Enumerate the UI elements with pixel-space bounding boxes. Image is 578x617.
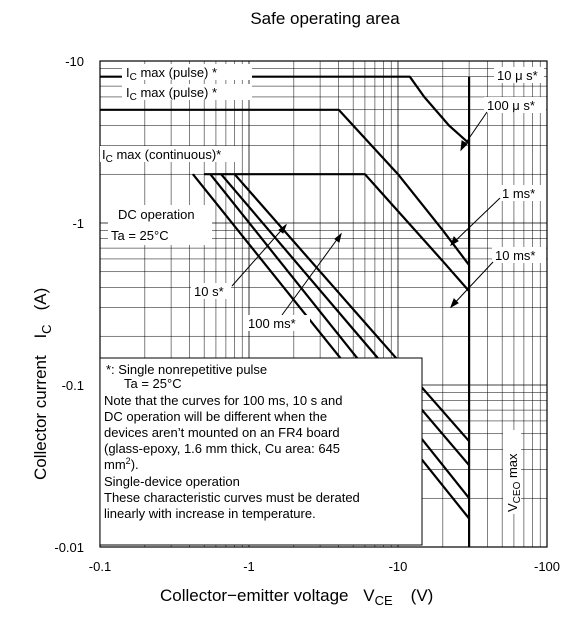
note-line-10: linearly with increase in temperature. bbox=[104, 506, 316, 521]
note-line-8: Single-device operation bbox=[104, 474, 240, 489]
note-line-3: Note that the curves for 100 ms, 10 s an… bbox=[104, 393, 342, 408]
svg-text:DC operation: DC operation bbox=[118, 207, 195, 222]
curve-100-ms bbox=[220, 173, 470, 466]
label-vceo-max: VCEO max bbox=[503, 430, 523, 514]
label-100us: 100 μ s* bbox=[484, 97, 546, 113]
label-100ms: 100 ms* bbox=[244, 315, 310, 331]
arrow-10ms-head bbox=[450, 298, 459, 309]
x-tick-label: -0.1 bbox=[89, 559, 111, 574]
x-tick-label: -100 bbox=[534, 559, 560, 574]
arrow-100ms bbox=[281, 233, 342, 316]
note-line-5: devices aren’t mounted on an FR4 board bbox=[104, 425, 340, 440]
svg-text:10 ms*: 10 ms* bbox=[495, 248, 535, 263]
curve-10-s bbox=[209, 173, 470, 499]
svg-text:100 ms*: 100 ms* bbox=[248, 316, 296, 331]
label-ic-continuous: IC max (continuous)* bbox=[100, 146, 238, 165]
y-tick-label: -0.1 bbox=[62, 378, 84, 393]
note-line-1: *: Single nonrepetitive pulse bbox=[106, 362, 267, 377]
label-dc-operation: DC operation Ta = 25°C bbox=[108, 205, 212, 245]
note-line-9: These characteristic curves must be dera… bbox=[104, 490, 360, 505]
x-axis-subscript: CE bbox=[375, 593, 393, 608]
svg-text:IC max (continuous)*: IC max (continuous)* bbox=[102, 147, 221, 165]
y-axis-subscript: C bbox=[39, 324, 54, 333]
curve-1-ms bbox=[204, 173, 470, 292]
x-tick-label: -1 bbox=[243, 559, 255, 574]
svg-text:IC max (pulse) *: IC max (pulse) * bbox=[126, 65, 217, 83]
arrow-10s-head bbox=[278, 223, 288, 234]
x-axis-symbol: V bbox=[363, 586, 375, 605]
y-tick-label: -1 bbox=[72, 216, 84, 231]
x-axis-unit: (V) bbox=[411, 586, 434, 605]
arrow-10ms bbox=[450, 261, 494, 308]
plot-frame bbox=[99, 60, 548, 548]
label-arrows bbox=[231, 111, 501, 316]
svg-text:Ta = 25°C: Ta = 25°C bbox=[111, 228, 169, 243]
arrow-100us-head bbox=[460, 140, 468, 152]
note-line-2: Ta = 25°C bbox=[124, 376, 182, 391]
label-1ms: 1 ms* bbox=[499, 185, 545, 201]
curve-10-s bbox=[100, 75, 470, 145]
svg-text:1 ms*: 1 ms* bbox=[502, 186, 535, 201]
x-tick-label: -10 bbox=[389, 559, 408, 574]
svg-text:VCEO max: VCEO max bbox=[505, 453, 523, 512]
y-tick-label: -0.01 bbox=[54, 540, 84, 555]
arrow-1ms-head bbox=[450, 236, 459, 247]
svg-text:10 s*: 10 s* bbox=[194, 284, 224, 299]
y-tick-label: -10 bbox=[65, 54, 84, 69]
note-line-7: mm2). bbox=[104, 456, 139, 472]
x-axis-main: Collector−emitter voltage bbox=[160, 586, 349, 605]
label-ic-pulse-2: IC max (pulse) * bbox=[122, 84, 252, 103]
x-tick-labels: -0.1 -1 -10 -100 bbox=[89, 559, 560, 574]
label-10ms: 10 ms* bbox=[492, 247, 546, 263]
svg-text:100 μ s*: 100 μ s* bbox=[487, 98, 535, 113]
curve-dc-operation-ta-25-c bbox=[192, 173, 470, 520]
arrow-1ms bbox=[450, 197, 501, 246]
label-10us: 10 μ s* bbox=[494, 67, 544, 83]
curve-10-ms bbox=[233, 173, 470, 442]
arrow-10s bbox=[231, 224, 287, 287]
y-axis-symbol: I bbox=[31, 334, 50, 339]
notes-box: *: Single nonrepetitive pulse Ta = 25°C … bbox=[99, 357, 423, 546]
note-line-6: (glass-epoxy, 1.6 mm thick, Cu area: 645 bbox=[104, 441, 340, 456]
svg-text:IC max (pulse) *: IC max (pulse) * bbox=[126, 85, 217, 103]
y-tick-labels: -10 -1 -0.1 -0.01 bbox=[54, 54, 84, 555]
x-axis-label: Collector−emitter voltage VCE (V) bbox=[160, 586, 433, 608]
y-axis-main: Collector current bbox=[31, 355, 50, 480]
arrow-100ms-head bbox=[334, 232, 342, 243]
y-axis-unit: (A) bbox=[31, 288, 50, 311]
svg-text:10 μ s*: 10 μ s* bbox=[497, 68, 538, 83]
label-ic-pulse-1: IC max (pulse) * bbox=[122, 64, 252, 83]
y-axis-label: Collector current IC (A) bbox=[31, 288, 54, 480]
label-10s: 10 s* bbox=[191, 283, 231, 299]
chart-title: Safe operating area bbox=[250, 9, 400, 28]
note-line-4: DC operation will be different when the bbox=[104, 409, 327, 424]
